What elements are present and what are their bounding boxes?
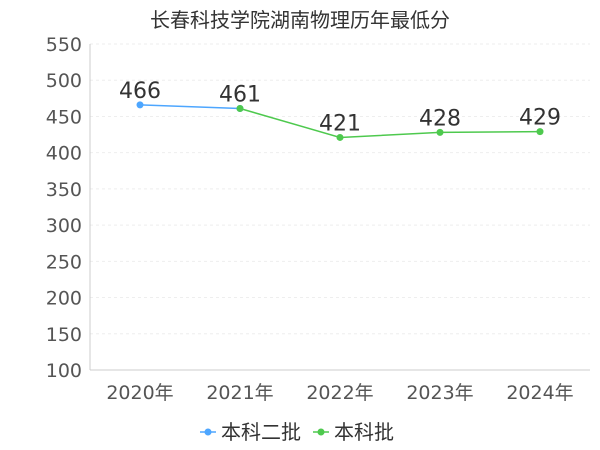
legend-item-1[interactable]: 本科批 [313, 420, 394, 444]
y-tick-label: 100 [46, 360, 82, 382]
series-line-1 [239, 107, 541, 139]
data-point [236, 104, 244, 112]
data-point [436, 128, 444, 136]
series-line-0 [139, 104, 241, 110]
legend-marker [317, 428, 325, 436]
data-label: 461 [219, 82, 261, 107]
x-tick-label: 2020年 [106, 382, 173, 404]
legend[interactable]: 本科二批 本科批 [200, 420, 394, 444]
legend-marker [204, 428, 212, 436]
legend-label: 本科批 [334, 420, 394, 444]
x-tick-label: 2022年 [306, 382, 373, 404]
legend-item-0[interactable]: 本科二批 [200, 420, 301, 444]
x-tick-label: 2024年 [506, 382, 573, 404]
y-axis-ticks: 100 150 200 250 300 350 400 450 500 550 [46, 34, 82, 382]
y-tick-label: 400 [46, 143, 82, 165]
grid [90, 43, 590, 335]
data-label: 421 [319, 111, 361, 136]
data-point [336, 133, 344, 141]
y-tick-label: 500 [46, 70, 82, 92]
y-tick-label: 300 [46, 215, 82, 237]
chart-title: 长春科技学院湖南物理历年最低分 [150, 8, 450, 32]
data-label: 428 [419, 106, 461, 131]
x-tick-label: 2021年 [206, 382, 273, 404]
y-tick-label: 250 [46, 251, 82, 273]
y-tick-label: 350 [46, 179, 82, 201]
data-labels: 466 461 421 428 429 [119, 79, 561, 137]
series-layer [136, 101, 544, 141]
x-tick-label: 2023年 [406, 382, 473, 404]
y-tick-label: 450 [46, 106, 82, 128]
data-point [536, 128, 544, 136]
x-axis-ticks: 2020年 2021年 2022年 2023年 2024年 [106, 382, 573, 404]
y-tick-label: 550 [46, 34, 82, 56]
data-label: 429 [519, 106, 561, 131]
data-point [136, 101, 144, 109]
y-tick-label: 200 [46, 288, 82, 310]
legend-label: 本科二批 [221, 420, 301, 444]
y-tick-label: 150 [46, 324, 82, 346]
axes [89, 44, 590, 371]
data-label: 466 [119, 79, 161, 104]
